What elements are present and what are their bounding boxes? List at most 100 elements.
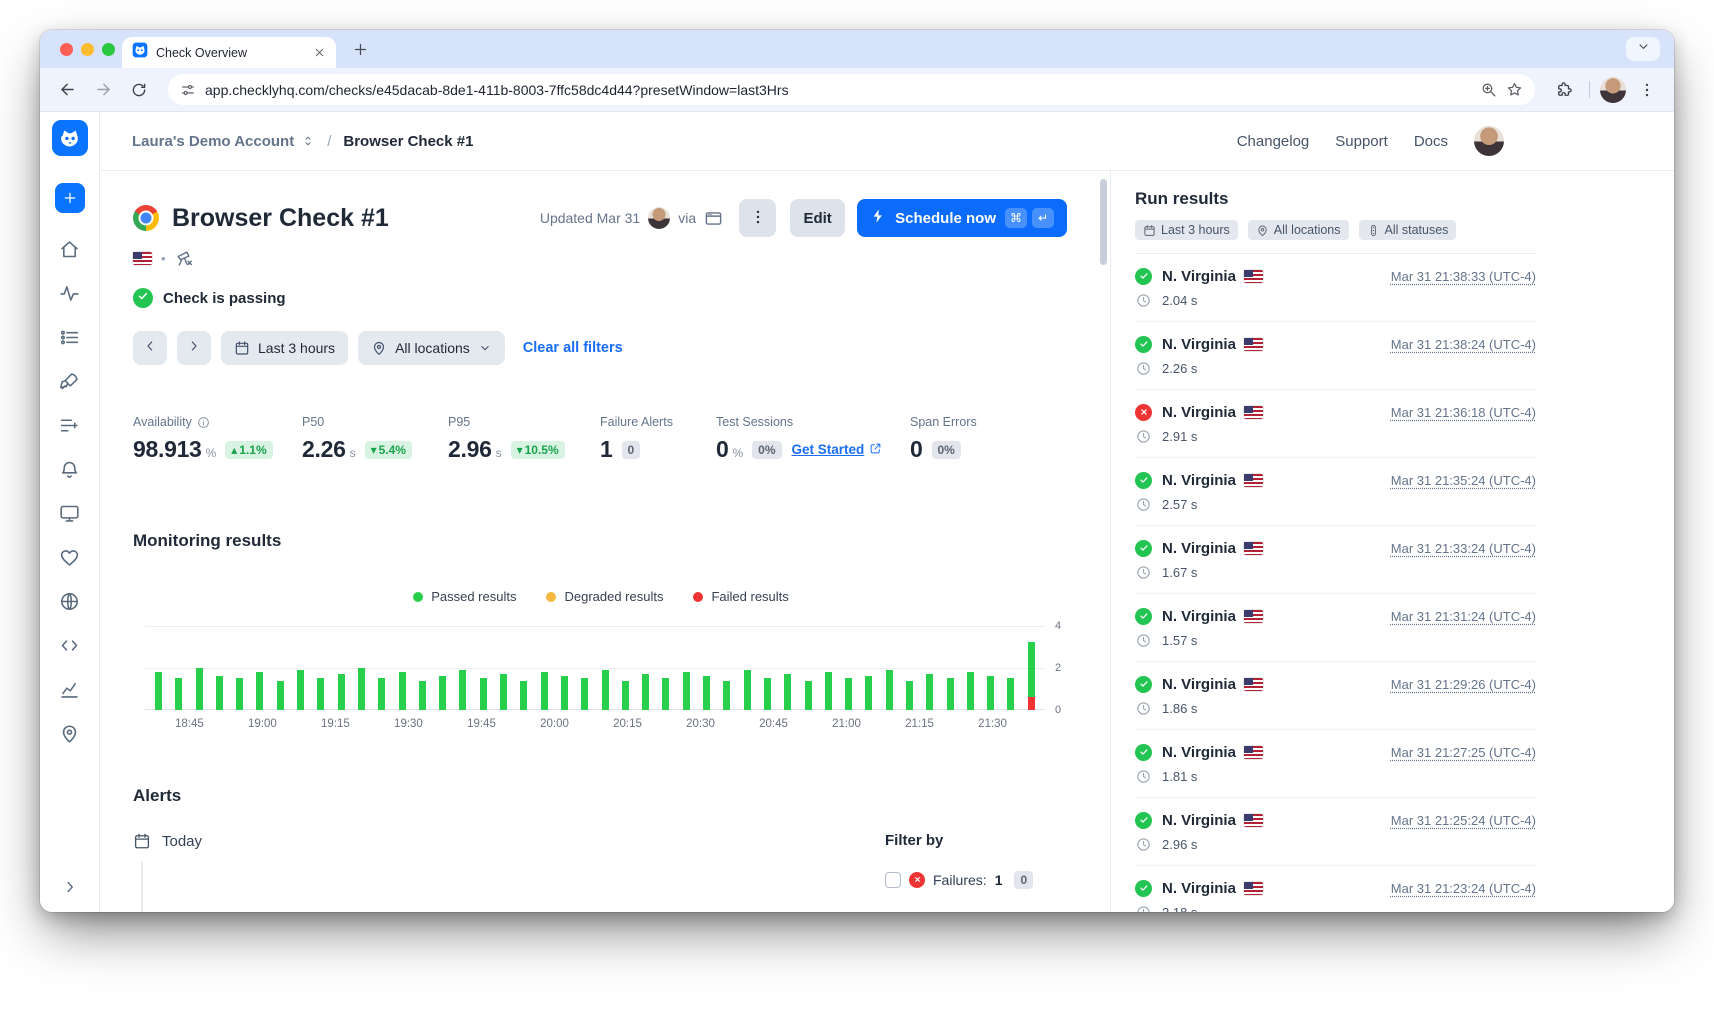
- monitoring-chart[interactable]: 4 2 0: [145, 620, 1061, 716]
- run-timestamp-link[interactable]: Mar 31 21:36:18 (UTC-4): [1390, 405, 1536, 420]
- breadcrumb-account[interactable]: Laura's Demo Account: [132, 132, 295, 150]
- sidebar-item-map-pin[interactable]: [59, 725, 81, 747]
- chart-bar[interactable]: [520, 681, 528, 710]
- chart-bar[interactable]: [703, 676, 711, 710]
- chart-bar[interactable]: [763, 678, 771, 710]
- chart-bar[interactable]: [682, 672, 690, 710]
- chart-bar[interactable]: [905, 681, 913, 710]
- browser-tab[interactable]: Check Overview: [122, 37, 336, 68]
- new-tab-button[interactable]: [348, 37, 373, 62]
- chart-bar[interactable]: [155, 672, 162, 710]
- run-result-row[interactable]: N. Virginia Mar 31 21:35:24 (UTC-4) 2.57 s: [1135, 458, 1536, 526]
- chart-bar[interactable]: [966, 672, 974, 710]
- sidebar-item-code[interactable]: [59, 637, 81, 659]
- chart-bar[interactable]: [824, 672, 832, 710]
- tab-search-button[interactable]: [1626, 37, 1660, 61]
- sidebar-item-bell[interactable]: [59, 461, 81, 483]
- url-text[interactable]: app.checklyhq.com/checks/e45dacab-8de1-4…: [205, 81, 789, 98]
- sidebar-item-list-plus[interactable]: [59, 417, 81, 439]
- chart-bar[interactable]: [1007, 678, 1015, 710]
- sidebar-item-home[interactable]: [59, 241, 81, 263]
- sidebar-item-globe[interactable]: [59, 593, 81, 615]
- address-bar[interactable]: app.checklyhq.com/checks/e45dacab-8de1-4…: [168, 74, 1535, 105]
- run-timestamp-link[interactable]: Mar 31 21:35:24 (UTC-4): [1390, 473, 1536, 488]
- chart-bar[interactable]: [418, 681, 426, 710]
- chart-bar[interactable]: [926, 674, 934, 710]
- chart-bar[interactable]: [885, 670, 893, 710]
- account-switcher-icon[interactable]: [301, 134, 315, 148]
- chart-bar[interactable]: [479, 678, 487, 710]
- minimize-window-button[interactable]: [81, 43, 94, 56]
- run-result-row[interactable]: N. Virginia Mar 31 21:33:24 (UTC-4) 1.67 s: [1135, 526, 1536, 594]
- run-result-row[interactable]: N. Virginia Mar 31 21:29:26 (UTC-4) 1.86 s: [1135, 662, 1536, 730]
- run-timestamp-link[interactable]: Mar 31 21:23:24 (UTC-4): [1390, 881, 1536, 896]
- run-timestamp-link[interactable]: Mar 31 21:33:24 (UTC-4): [1390, 541, 1536, 556]
- chart-bar[interactable]: [743, 670, 751, 710]
- clear-all-filters-link[interactable]: Clear all filters: [522, 340, 623, 356]
- header-link-docs[interactable]: Docs: [1413, 132, 1448, 150]
- chart-bar[interactable]: [500, 674, 508, 710]
- chart-bar[interactable]: [357, 668, 365, 710]
- run-timestamp-link[interactable]: Mar 31 21:25:24 (UTC-4): [1390, 813, 1536, 828]
- zoom-icon[interactable]: [1480, 81, 1497, 98]
- run-result-row[interactable]: N. Virginia Mar 31 21:31:24 (UTC-4) 1.57 s: [1135, 594, 1536, 662]
- scrollbar-thumb[interactable]: [1100, 179, 1107, 265]
- chart-bar[interactable]: [987, 676, 995, 710]
- next-window-button[interactable]: [177, 331, 211, 365]
- chart-bar[interactable]: [175, 678, 183, 710]
- chart-bar[interactable]: [215, 676, 223, 710]
- time-range-filter[interactable]: Last 3 hours: [221, 331, 349, 365]
- sidebar-item-rocket[interactable]: [59, 373, 81, 395]
- fullscreen-window-button[interactable]: [102, 43, 115, 56]
- run-timestamp-link[interactable]: Mar 31 21:29:26 (UTC-4): [1390, 677, 1536, 692]
- chart-bar[interactable]: [642, 674, 650, 710]
- chart-bar[interactable]: [581, 678, 589, 710]
- user-avatar[interactable]: [1474, 126, 1504, 156]
- create-new-button[interactable]: [54, 183, 85, 213]
- chart-bar[interactable]: [459, 670, 467, 710]
- info-icon[interactable]: [197, 416, 210, 429]
- chart-bar[interactable]: [297, 670, 305, 710]
- run-result-row[interactable]: N. Virginia Mar 31 21:27:25 (UTC-4) 1.81 s: [1135, 730, 1536, 798]
- chip-all-locations[interactable]: All locations: [1247, 220, 1349, 240]
- run-result-row[interactable]: N. Virginia Mar 31 21:36:18 (UTC-4) 2.91 s: [1135, 390, 1536, 458]
- checkly-logo[interactable]: [51, 120, 88, 156]
- chart-bar[interactable]: [784, 674, 792, 710]
- header-link-support[interactable]: Support: [1335, 132, 1388, 150]
- chart-bar[interactable]: [398, 672, 406, 710]
- close-window-button[interactable]: [60, 43, 73, 56]
- chart-bar[interactable]: [317, 678, 325, 710]
- chart-bar[interactable]: [378, 678, 386, 710]
- chart-bar[interactable]: [865, 676, 873, 710]
- sidebar-item-heartbeat[interactable]: [59, 549, 81, 571]
- header-link-changelog[interactable]: Changelog: [1236, 132, 1310, 150]
- chart-bar[interactable]: [256, 672, 264, 710]
- chart-bar[interactable]: [946, 678, 954, 710]
- run-timestamp-link[interactable]: Mar 31 21:38:24 (UTC-4): [1390, 337, 1536, 352]
- schedule-now-button[interactable]: Schedule now ⌘ ↵: [857, 199, 1067, 237]
- chart-bar[interactable]: [621, 681, 629, 710]
- sidebar-item-monitor[interactable]: [59, 505, 81, 527]
- locations-filter[interactable]: All locations: [358, 331, 505, 365]
- close-tab-icon[interactable]: [313, 46, 326, 59]
- browser-menu-icon[interactable]: [1632, 75, 1662, 105]
- sidebar-item-chart-line[interactable]: [59, 681, 81, 703]
- sidebar-item-activity[interactable]: [59, 285, 81, 307]
- chart-bar[interactable]: [540, 672, 548, 710]
- run-timestamp-link[interactable]: Mar 31 21:31:24 (UTC-4): [1390, 609, 1536, 624]
- chart-bar[interactable]: [439, 676, 447, 710]
- chart-bar[interactable]: [601, 670, 609, 710]
- run-result-row[interactable]: N. Virginia Mar 31 21:25:24 (UTC-4) 2.96 s: [1135, 798, 1536, 866]
- browser-profile-avatar[interactable]: [1600, 76, 1626, 103]
- edit-button[interactable]: Edit: [790, 199, 846, 237]
- get-started-link[interactable]: Get Started: [792, 442, 883, 458]
- back-button[interactable]: [52, 75, 82, 105]
- chart-bar[interactable]: [845, 678, 853, 710]
- chart-bar[interactable]: [337, 674, 345, 710]
- chart-bar[interactable]: [662, 678, 670, 710]
- chip-all-statuses[interactable]: All statuses: [1358, 220, 1457, 240]
- run-result-row[interactable]: N. Virginia Mar 31 21:23:24 (UTC-4) 2.18 s: [1135, 866, 1536, 912]
- failures-checkbox[interactable]: [885, 872, 901, 888]
- run-timestamp-link[interactable]: Mar 31 21:27:25 (UTC-4): [1390, 745, 1536, 760]
- chart-bar[interactable]: [195, 668, 203, 710]
